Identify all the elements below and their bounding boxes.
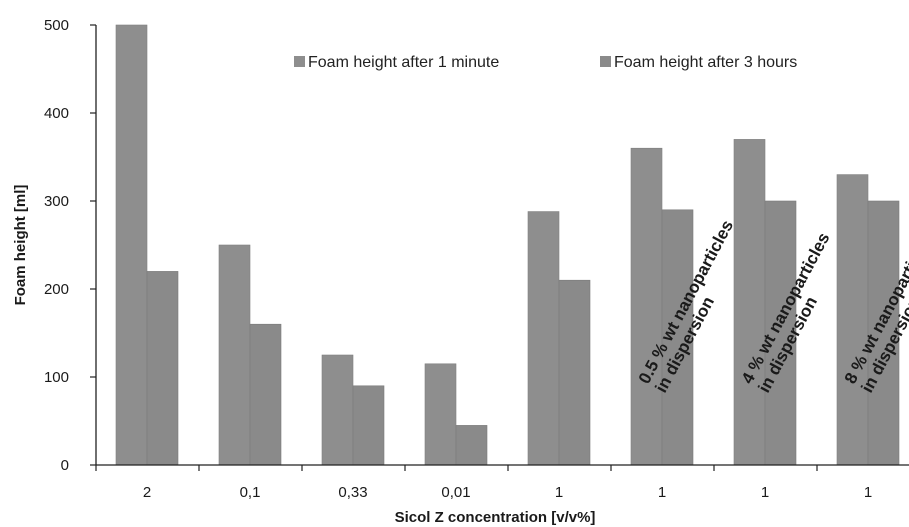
bar-series-1-0 [115, 24, 148, 466]
bar-series-2-4 [558, 279, 591, 466]
x-tick-label: 0,01 [441, 484, 470, 501]
legend-swatch-series-2 [600, 56, 611, 67]
x-tick-label: 0,33 [338, 484, 367, 501]
bar-series-2-2 [352, 385, 385, 466]
y-tick-label: 0 [61, 457, 69, 474]
y-tick-labels: 0 100 200 300 400 500 [44, 17, 69, 474]
legend-label-series-1: Foam height after 1 minute [308, 54, 499, 71]
legend-label-series-2: Foam height after 3 hours [614, 54, 797, 71]
bar-series-2-6 [764, 200, 797, 466]
x-tick-label: 0,1 [240, 484, 261, 501]
bar-series-2-0 [146, 271, 179, 466]
bar-series-2-7 [867, 200, 900, 466]
x-tick-label: 1 [761, 484, 769, 501]
y-tick-label: 300 [44, 193, 69, 210]
legend-swatch-series-1 [294, 56, 305, 67]
x-tick-label: 1 [864, 484, 872, 501]
x-tick-labels: 2 0,1 0,33 0,01 1 1 1 1 [143, 484, 872, 501]
x-tick-label: 2 [143, 484, 151, 501]
x-axis-title: Sicol Z concentration [v/v%] [395, 509, 596, 526]
bar-series-2-1 [249, 323, 282, 466]
y-axis-title: Foam height [ml] [12, 185, 29, 306]
bar-series-1-4 [527, 211, 560, 466]
bar-series-1-5 [630, 147, 663, 466]
x-tick-label: 1 [658, 484, 666, 501]
bar-series-2-3 [455, 425, 488, 466]
bar-series-1-3 [424, 363, 457, 466]
y-tick-label: 100 [44, 369, 69, 386]
y-tick-label: 500 [44, 17, 69, 34]
bar-series-1-2 [321, 354, 354, 466]
bar-series-1-1 [218, 244, 251, 466]
y-tick-label: 200 [44, 281, 69, 298]
legend: Foam height after 1 minute Foam height a… [294, 54, 797, 71]
bar-series-1-6 [733, 139, 766, 466]
axes-layer [90, 24, 909, 471]
bars-layer [115, 24, 900, 466]
bar-series-2-5 [661, 209, 694, 466]
y-tick-label: 400 [44, 105, 69, 122]
bar-series-1-7 [836, 174, 869, 466]
x-tick-label: 1 [555, 484, 563, 501]
